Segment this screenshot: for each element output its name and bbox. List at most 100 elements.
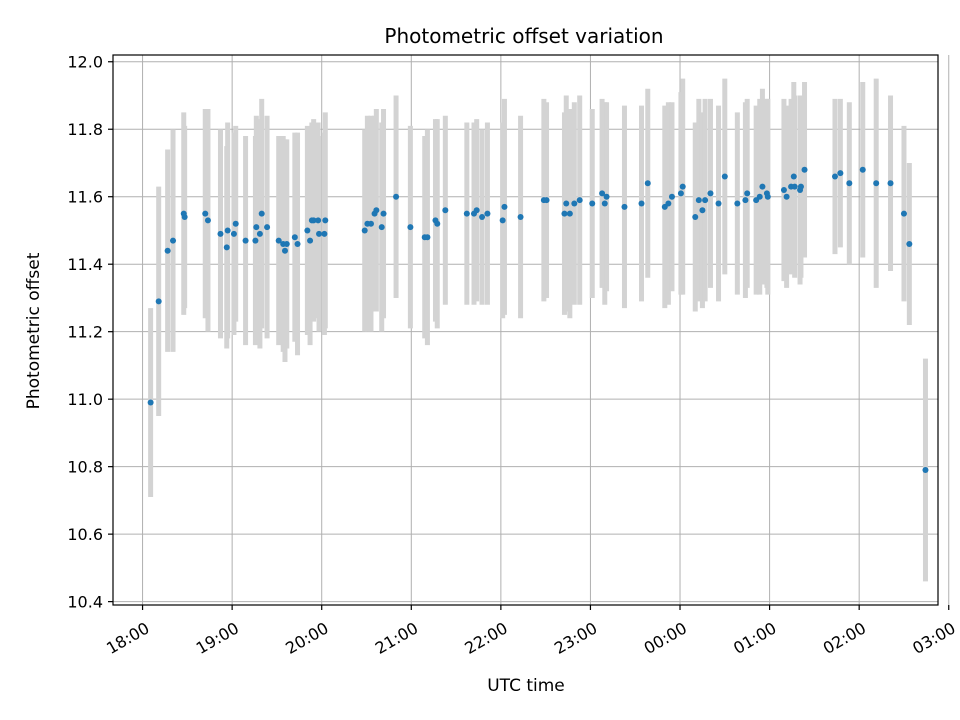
data-point [181,213,188,220]
data-point [571,200,578,207]
data-point [380,210,387,217]
data-point [361,227,368,234]
data-point [264,224,271,231]
data-point [790,173,797,180]
data-point [463,210,470,217]
data-point [756,193,763,200]
data-points [147,166,929,474]
data-point [147,399,154,406]
data-point [780,186,787,193]
data-point [699,207,706,214]
data-point [424,234,431,241]
data-point [202,210,209,217]
data-point [294,240,301,247]
data-point [566,210,573,217]
data-point [217,230,224,237]
data-point [644,180,651,187]
data-point [499,217,506,224]
data-point [715,200,722,207]
data-point [442,207,449,214]
data-point [668,193,675,200]
data-point [791,183,798,190]
data-point [242,237,249,244]
y-tick-label: 10.8 [67,458,103,477]
y-tick-label: 11.0 [67,390,103,409]
data-point [501,203,508,210]
data-point [692,213,699,220]
data-point [859,166,866,173]
y-tick-label: 11.6 [67,188,103,207]
data-point [742,197,749,204]
data-point [253,224,260,231]
data-point [307,237,314,244]
data-point [576,197,583,204]
data-point [310,217,317,224]
data-point [484,210,491,217]
data-point [434,220,441,227]
y-axis-ticks: 10.4 10.6 10.8 11.0 11.2 11.4 11.6 11.8 12.0 [67,53,113,612]
data-point [283,240,290,247]
data-point [563,200,570,207]
data-point [291,234,298,241]
data-point [367,220,374,227]
data-point [155,298,162,305]
data-point [846,180,853,187]
data-point [679,183,686,190]
data-point [797,183,804,190]
data-point [517,213,524,220]
data-point [256,230,263,237]
data-point [304,227,311,234]
data-point [393,193,400,200]
data-point [906,240,913,247]
data-point [473,207,480,214]
data-point [707,190,714,197]
data-point [223,244,230,251]
data-point [601,200,608,207]
y-tick-label: 10.6 [67,525,103,544]
data-point [164,247,171,254]
data-point [322,217,329,224]
data-point [378,224,385,231]
y-tick-label: 12.0 [67,53,103,72]
data-point [315,217,322,224]
data-point [230,230,237,237]
data-point [204,217,211,224]
data-point [316,230,323,237]
data-point [764,193,771,200]
data-point [831,173,838,180]
y-axis-title: Photometric offset [24,252,44,409]
data-point [638,200,645,207]
data-point [603,193,610,200]
data-point [281,247,288,254]
y-tick-label: 10.4 [67,593,103,612]
data-point [922,467,929,474]
data-point [561,210,568,217]
data-point [744,190,751,197]
data-point [373,207,380,214]
y-tick-label: 11.2 [67,323,103,342]
data-point [479,213,486,220]
data-point [900,210,907,217]
data-point [170,237,177,244]
chart-title: Photometric offset variation [384,24,663,48]
data-point [887,180,894,187]
plot-area-frame [112,54,939,606]
data-point [224,227,231,234]
data-point [252,237,259,244]
data-point [721,173,728,180]
data-point [621,203,628,210]
data-point [873,180,880,187]
x-axis-title: UTC time [487,676,565,696]
data-point [677,190,684,197]
data-point [759,183,766,190]
data-point [275,237,282,244]
data-point [589,200,596,207]
data-point [599,190,606,197]
data-point [702,197,709,204]
data-point [783,193,790,200]
data-point [407,224,414,231]
data-point [695,197,702,204]
data-point [543,197,550,204]
